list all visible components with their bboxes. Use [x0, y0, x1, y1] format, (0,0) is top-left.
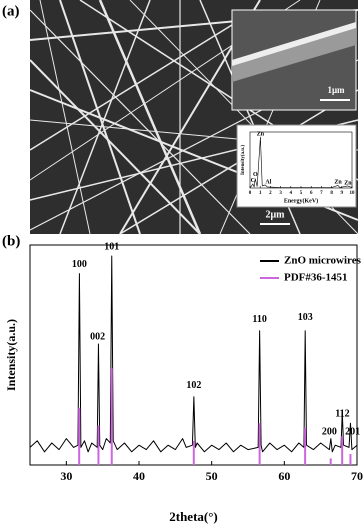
- x-axis-label: Energy(KeV): [284, 197, 318, 204]
- data-line: [249, 136, 353, 189]
- x-tick-label: 60: [278, 469, 290, 483]
- peak-label: 101: [104, 241, 119, 252]
- peak-label: 200: [322, 426, 337, 437]
- y-axis-label: Intensity(a.u.): [241, 145, 246, 175]
- legend-label: ZnO microwires: [284, 255, 362, 267]
- x-tick-label: 10: [350, 191, 356, 196]
- legend-label: PDF#36-1451: [284, 272, 348, 284]
- x-tick-label: 1: [259, 191, 262, 196]
- x-axis-label: 2theta(°): [169, 509, 218, 524]
- peak-label: 112: [335, 409, 349, 420]
- peak-label: 100: [72, 259, 87, 270]
- x-tick-label: 0: [249, 191, 252, 196]
- x-tick-label: 4: [290, 191, 293, 196]
- x-tick-label: 40: [133, 469, 145, 483]
- peak-label: Zn: [334, 179, 342, 185]
- x-tick-label: 8: [330, 191, 333, 196]
- x-tick-label: 3: [279, 191, 282, 196]
- panel-label: (a): [2, 3, 20, 19]
- x-tick-label: 70: [351, 469, 363, 483]
- peak-label: 110: [252, 314, 266, 325]
- peak-label: 102: [186, 380, 201, 391]
- data-line: [29, 255, 358, 453]
- sem-inset: 1μm: [231, 9, 357, 111]
- x-tick-label: 5: [300, 191, 303, 196]
- peak-label: O: [253, 172, 258, 178]
- y-axis-label: Intensity(a.u.): [4, 319, 18, 391]
- peak-label: C: [251, 178, 255, 184]
- scale-label: 1μm: [327, 85, 345, 95]
- peak-label: Zn: [344, 180, 352, 186]
- peak-label: 201: [345, 426, 360, 437]
- scale-label: 2μm: [266, 209, 286, 220]
- x-tick-label: 2: [269, 191, 272, 196]
- peak-label: Zn: [257, 131, 265, 137]
- x-tick-label: 50: [206, 469, 218, 483]
- x-tick-label: 9: [341, 191, 344, 196]
- peak-label: 002: [90, 332, 105, 343]
- peak-label: Al: [265, 179, 271, 185]
- panel-label: (b): [2, 233, 20, 249]
- eds-inset: [236, 124, 357, 208]
- x-tick-label: 6: [310, 191, 313, 196]
- x-tick-label: 7: [320, 191, 323, 196]
- peak-label: 103: [298, 312, 313, 323]
- x-tick-label: 30: [60, 469, 72, 483]
